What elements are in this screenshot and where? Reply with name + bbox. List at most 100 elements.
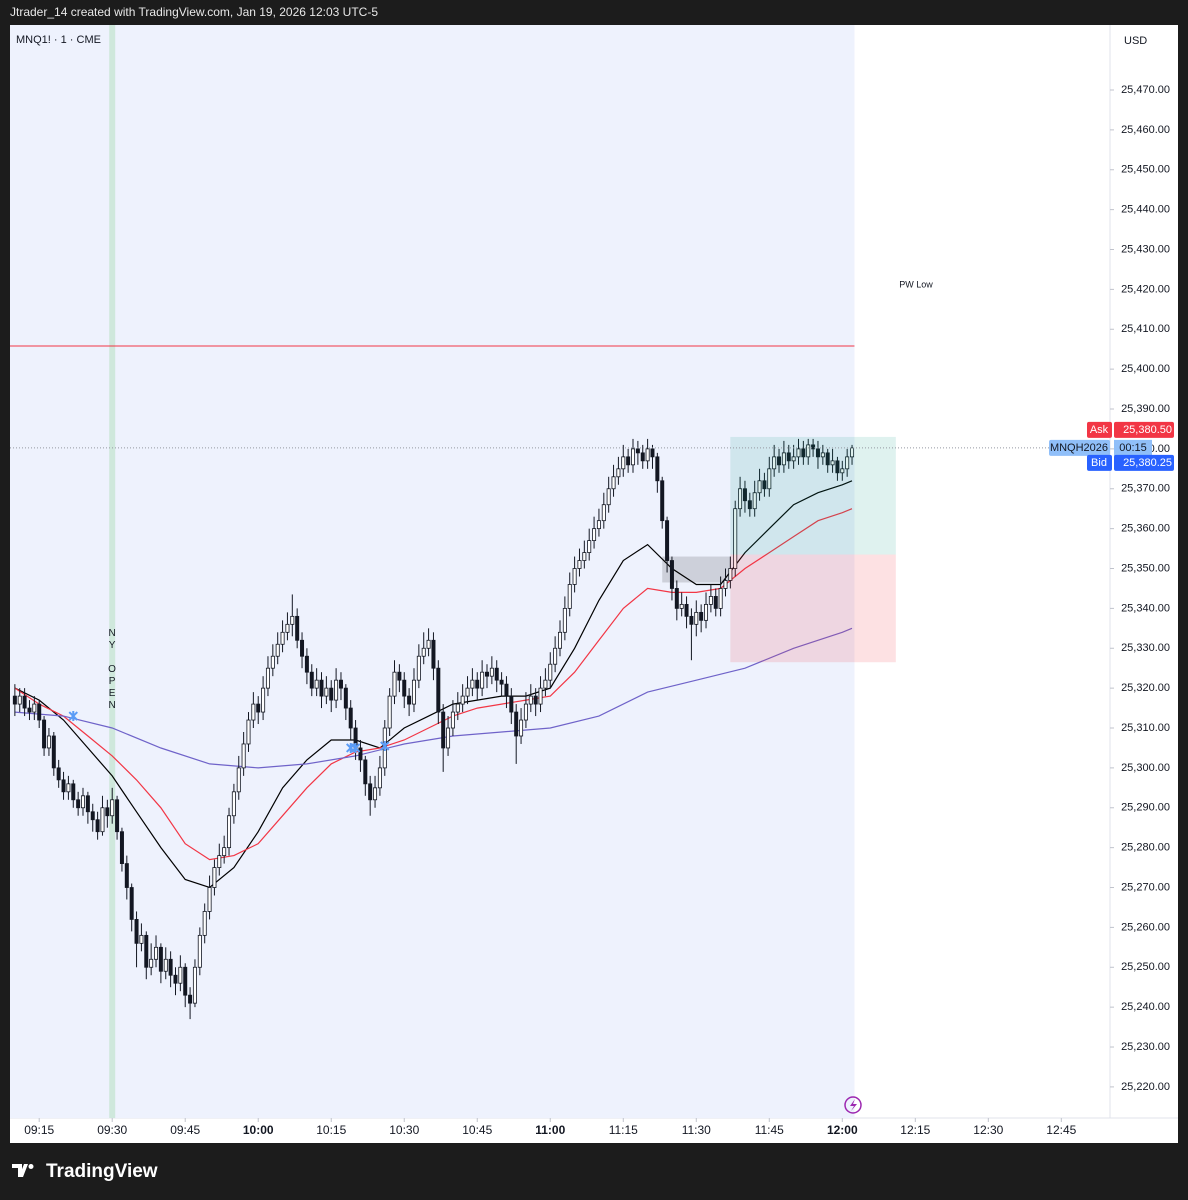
y-tick-label: 25,360.00 (1121, 523, 1170, 535)
candle-body (699, 611, 704, 621)
candle-body (528, 695, 533, 705)
candle-body (499, 679, 504, 685)
position-stop (730, 554, 896, 663)
x-tick-label: 10:45 (462, 1123, 492, 1137)
candle-body (173, 974, 178, 984)
x-tick-label: 12:30 (973, 1123, 1003, 1137)
candle-body (343, 687, 348, 709)
candle-body (567, 584, 572, 609)
y-tick-label: 25,340.00 (1121, 602, 1170, 614)
candle-body (158, 946, 163, 972)
candle-body (139, 934, 144, 944)
candle-body (811, 444, 816, 450)
x-tick-label: 12:00 (827, 1123, 858, 1137)
x-tick-label: 10:00 (243, 1123, 274, 1137)
candle-body (519, 719, 524, 737)
y-tick-label: 25,440.00 (1121, 204, 1170, 216)
candle-body (465, 687, 470, 697)
candle-body (426, 639, 431, 649)
y-tick-label: 25,390.00 (1121, 403, 1170, 415)
y-tick-label: 25,350.00 (1121, 562, 1170, 574)
candle-body (660, 480, 665, 522)
candle-body (806, 444, 811, 458)
candle-body (246, 719, 251, 745)
symbol-title: MNQ1! · 1 · CME (16, 34, 101, 46)
y-tick-label: 25,250.00 (1121, 961, 1170, 973)
alert-bolt (850, 1099, 857, 1111)
candle-body (71, 783, 76, 801)
candle-body (815, 448, 820, 458)
countdown: 00:15 (1119, 442, 1147, 454)
y-tick-label: 25,450.00 (1121, 164, 1170, 176)
candle-body (475, 679, 480, 689)
y-tick-label: 25,370.00 (1121, 483, 1170, 495)
candle-body (626, 456, 631, 466)
y-tick-label: 25,280.00 (1121, 842, 1170, 854)
ask-tag (1087, 421, 1112, 438)
candle-body (51, 735, 56, 769)
candle-body (256, 703, 261, 713)
candle-body (480, 671, 485, 689)
candle-body (777, 456, 782, 466)
candle-body (27, 707, 32, 713)
candle-body (402, 679, 407, 697)
candle-body (363, 759, 368, 785)
alert-icon[interactable] (844, 1096, 862, 1114)
candle-body (460, 695, 465, 705)
candle-body (441, 711, 446, 749)
candle-body (572, 568, 577, 585)
candle-body (251, 703, 256, 721)
candle-body (241, 743, 246, 769)
x-tick-label: 12:15 (900, 1123, 930, 1137)
candle-body (373, 787, 378, 801)
candle-body (596, 520, 601, 530)
candle-body (655, 456, 660, 482)
candle-body (850, 447, 855, 458)
candle-body (202, 911, 207, 936)
candle-body (674, 588, 679, 609)
y-tick-label: 25,470.00 (1121, 84, 1170, 96)
candle-body (455, 703, 460, 713)
symbol-tag (1049, 439, 1110, 456)
candle-body (290, 615, 295, 625)
candle-body (553, 647, 558, 665)
candle-body (61, 779, 66, 793)
candle-body (650, 448, 655, 458)
candle-body (742, 488, 747, 502)
candle-body (708, 596, 713, 605)
candle-body (22, 695, 27, 709)
candle-body (689, 615, 694, 625)
candle-body (368, 783, 373, 801)
candle-body (606, 488, 611, 506)
symbol-tag-text: MNQH2026 (1050, 442, 1108, 454)
candle-body (358, 747, 363, 761)
candle-body (392, 671, 397, 697)
y-tick-label: 25,240.00 (1121, 1001, 1170, 1013)
bid-text: Bid (1091, 457, 1107, 469)
candle-body (713, 596, 718, 609)
candle-body (12, 695, 17, 705)
candle-body (124, 863, 129, 888)
candle-body (489, 667, 494, 677)
signal-marker (380, 740, 390, 751)
footer-logo: TradingView (12, 1161, 158, 1182)
candle-body (796, 448, 801, 458)
candle-body (105, 807, 110, 817)
candle-body (407, 695, 412, 705)
candle-body (37, 703, 42, 721)
logo-mark (12, 1164, 28, 1177)
candle-body (738, 488, 743, 510)
candle-body (421, 647, 426, 657)
signal-marker (68, 711, 78, 722)
bid-tag (1087, 454, 1112, 471)
candle-body (820, 452, 825, 458)
candle-body (669, 560, 674, 589)
candle-body (178, 966, 183, 984)
candle-body (762, 480, 767, 490)
candle-body (757, 480, 762, 494)
candle-body (46, 735, 51, 749)
candle-body (119, 831, 124, 864)
candle-body (236, 767, 241, 793)
